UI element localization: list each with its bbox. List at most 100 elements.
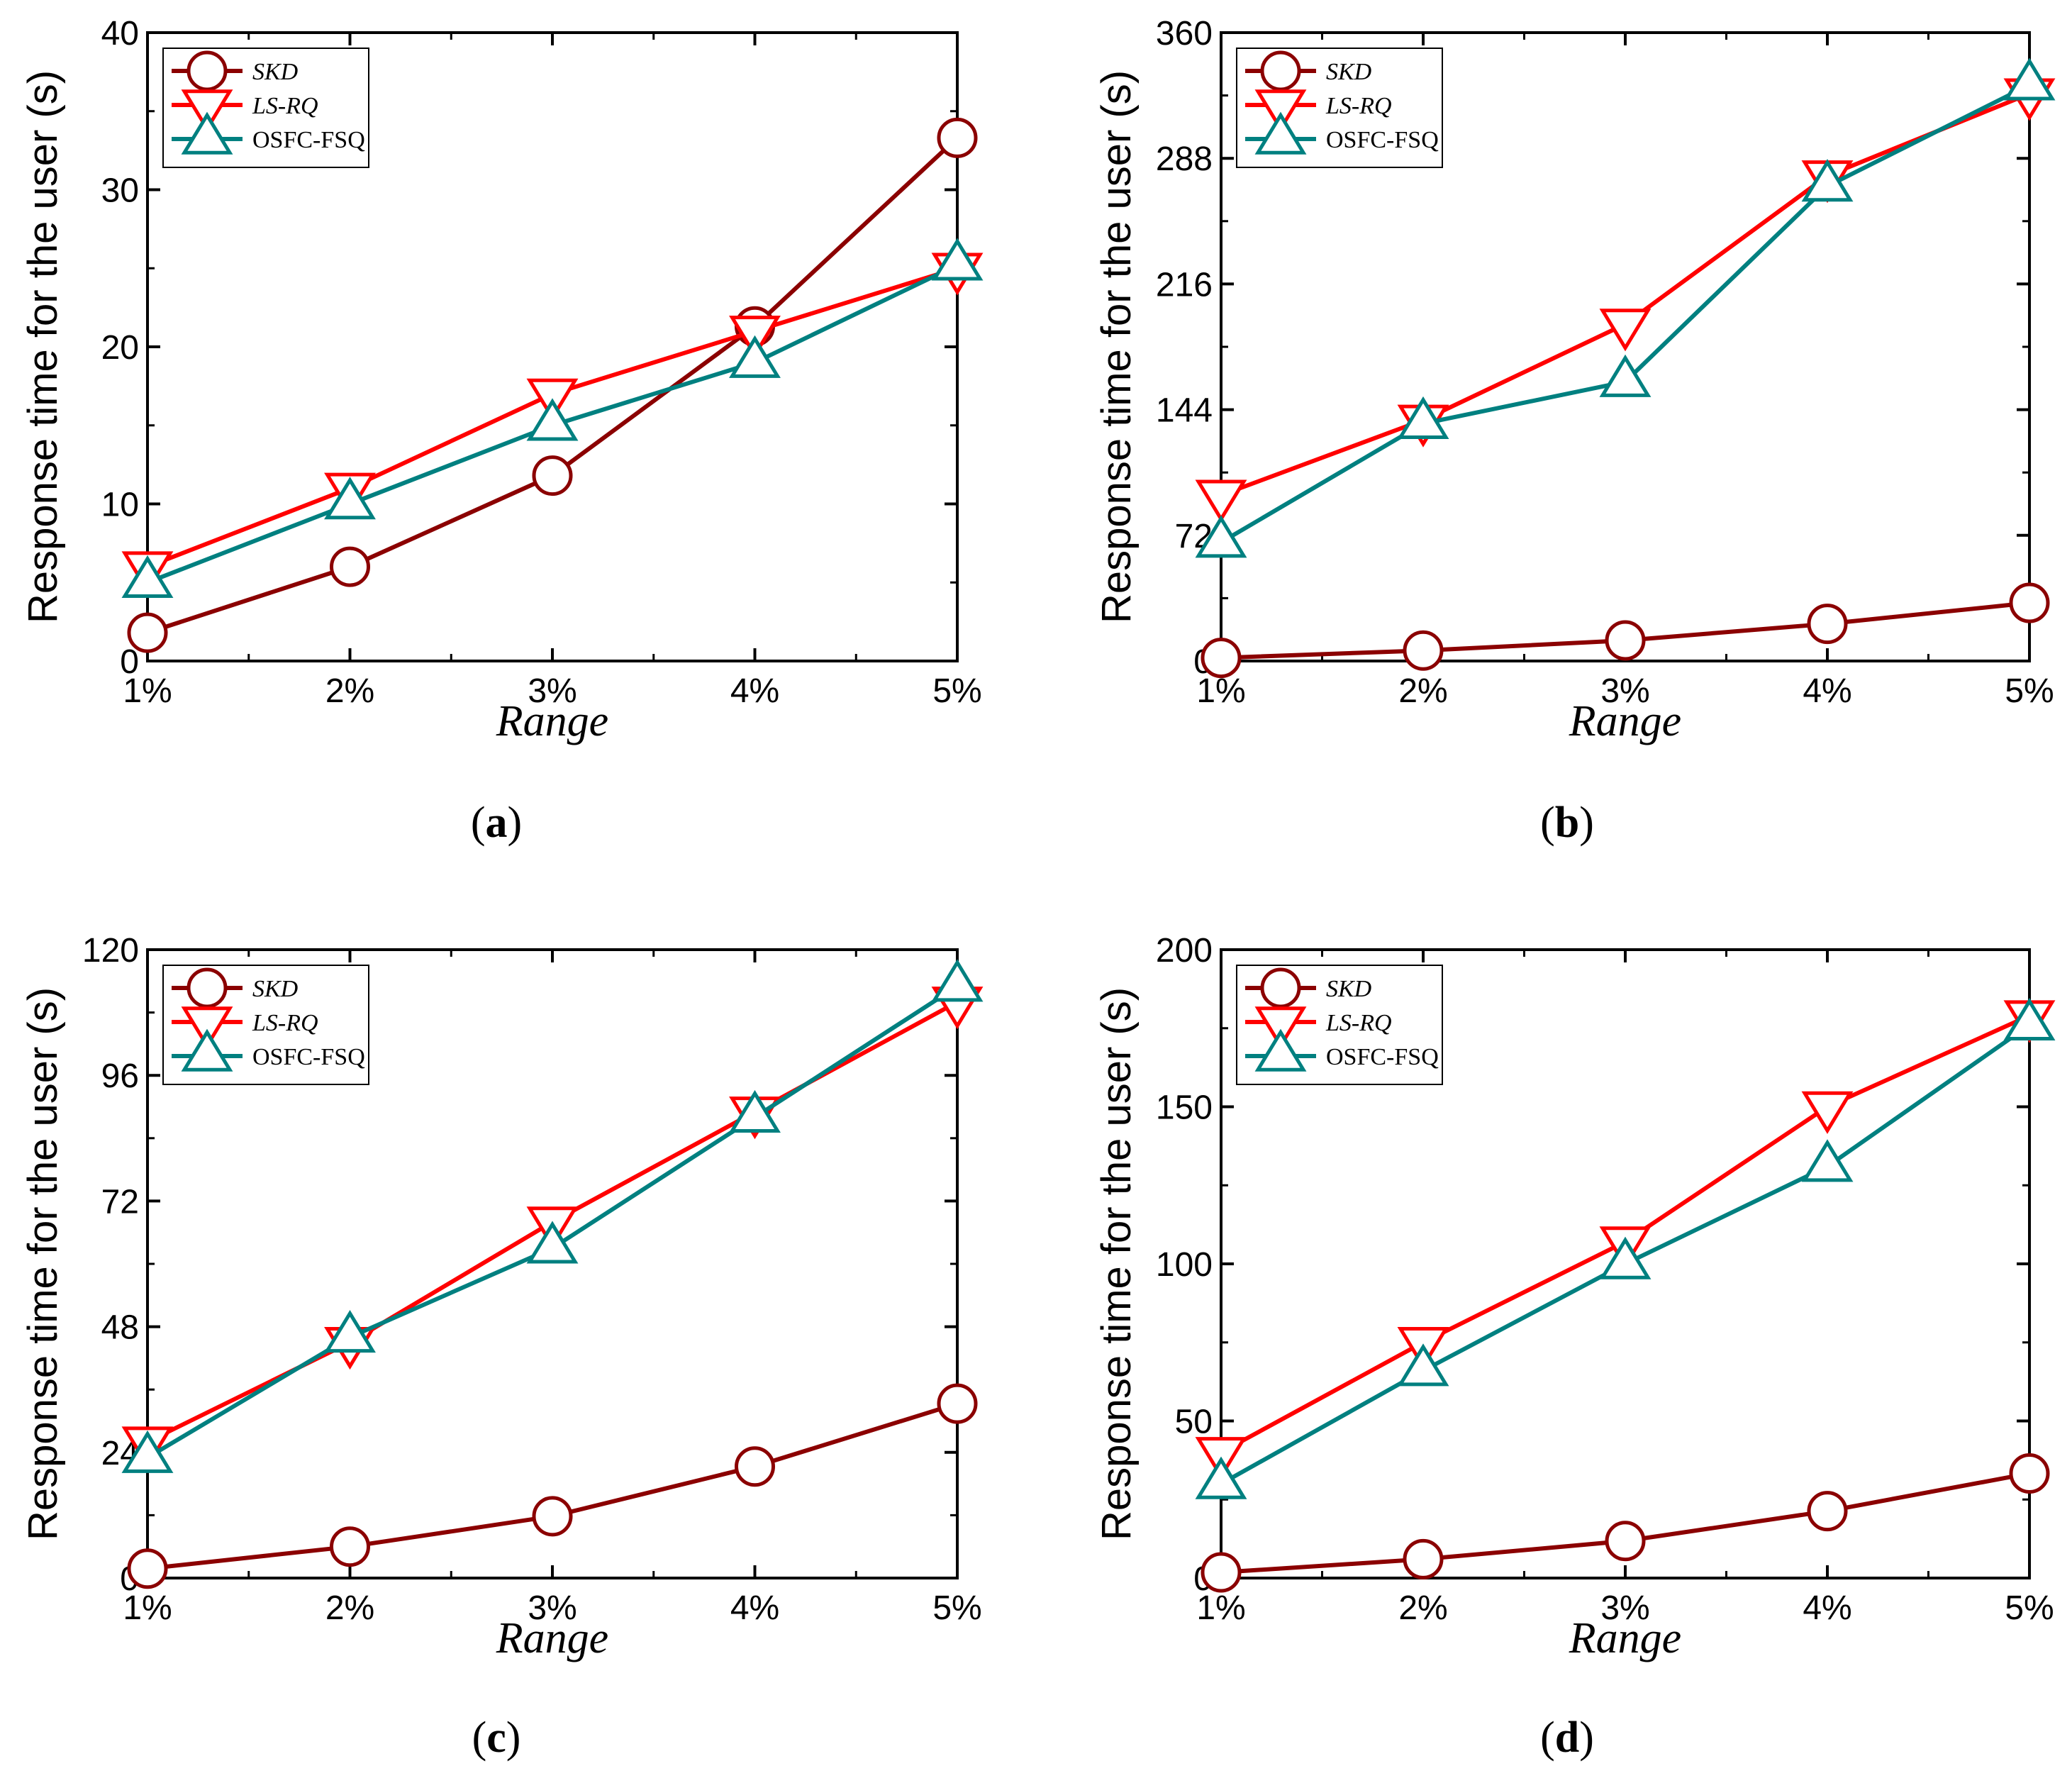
x-tick-label: 3% — [528, 1589, 577, 1627]
x-tick-label: 4% — [1803, 672, 1851, 710]
series-osfc-fsq — [121, 959, 984, 1473]
x-tick-label: 5% — [2005, 672, 2054, 710]
legend-label: OSFC-FSQ — [1326, 127, 1439, 153]
y-tick-label: 150 — [1156, 1089, 1213, 1127]
data-point — [1195, 515, 1247, 558]
caption-letter: c — [486, 1714, 506, 1762]
chart-panel-a: 0 10 20 30 40 1% 2% 3% 4% 5% Range Response time fo… — [20, 15, 984, 847]
legend-marker — [1260, 50, 1301, 91]
data-point — [1397, 396, 1449, 439]
x-tick-label: 2% — [325, 672, 374, 710]
legend-label: OSFC-FSQ — [252, 1044, 365, 1070]
caption-paren-close: ) — [508, 799, 523, 847]
panel-caption: (a) — [471, 799, 522, 847]
legend-marker — [181, 1028, 233, 1072]
data-point — [931, 238, 984, 281]
data-point — [1605, 620, 1646, 661]
x-axis-title: Range — [1569, 1614, 1681, 1662]
data-point — [729, 335, 781, 378]
data-point — [1195, 1456, 1247, 1499]
data-point — [1807, 604, 1848, 645]
x-tick-label: 4% — [730, 1589, 779, 1627]
legend-label: LS-RQ — [1325, 93, 1392, 119]
data-point — [2009, 1453, 2050, 1494]
y-tick-label: 10 — [101, 487, 139, 524]
x-axis-title: Range — [496, 1614, 608, 1662]
series-skd — [127, 117, 978, 653]
data-point — [931, 959, 984, 1002]
data-point — [1201, 638, 1242, 679]
data-point — [2003, 57, 2056, 101]
y-tick-label: 50 — [1175, 1404, 1213, 1441]
x-tick-label: 1% — [1196, 1589, 1245, 1627]
data-point — [121, 1430, 174, 1473]
x-tick-label: 1% — [1196, 672, 1245, 710]
caption-paren-close: ) — [1579, 1714, 1594, 1762]
legend-label: OSFC-FSQ — [252, 127, 365, 153]
data-point — [532, 1496, 573, 1537]
data-point — [1201, 1552, 1242, 1593]
y-tick-label: 40 — [101, 15, 139, 52]
caption-paren-close: ) — [506, 1714, 521, 1762]
data-point — [532, 455, 573, 496]
data-point — [2009, 582, 2050, 623]
caption-paren-close: ) — [1579, 799, 1594, 847]
panel-caption: (c) — [472, 1714, 521, 1762]
series-skd — [127, 1383, 978, 1589]
data-point — [1599, 1236, 1652, 1279]
x-axis-title: Range — [1569, 697, 1681, 745]
x-tick-label: 5% — [932, 672, 981, 710]
legend-label: LS-RQ — [252, 1010, 318, 1036]
y-axis-title: Response time for the user (s) — [20, 987, 66, 1540]
y-axis-title: Response time for the user (s) — [1093, 70, 1140, 623]
caption-letter: b — [1555, 799, 1579, 847]
caption-paren-open: ( — [1540, 1714, 1555, 1762]
y-tick-label: 100 — [1156, 1246, 1213, 1284]
data-point — [1807, 1491, 1848, 1532]
data-point — [2003, 997, 2056, 1041]
legend-marker — [181, 111, 233, 155]
legend-marker — [1254, 1028, 1307, 1072]
series-osfc-fsq — [121, 238, 984, 598]
series-skd — [1201, 1453, 2050, 1593]
data-point — [121, 555, 174, 598]
legend-marker — [186, 967, 228, 1009]
y-tick-label: 360 — [1156, 15, 1213, 52]
data-point — [127, 612, 168, 653]
legend-label: SKD — [252, 976, 299, 1002]
data-point — [729, 1089, 781, 1133]
data-point — [1397, 1343, 1449, 1387]
x-tick-label: 3% — [1600, 1589, 1649, 1627]
legend-marker — [181, 1006, 233, 1050]
y-tick-label: 0 — [120, 643, 139, 681]
x-tick-label: 5% — [2005, 1589, 2054, 1627]
data-point — [1801, 1139, 1854, 1182]
panel-caption: (d) — [1540, 1714, 1594, 1762]
legend-marker — [181, 89, 233, 133]
series-line — [147, 1401, 958, 1571]
x-tick-label: 1% — [123, 1589, 172, 1627]
legend-marker — [1254, 111, 1307, 155]
legend-label: SKD — [1326, 59, 1372, 85]
legend: SKD LS-RQ OSFC-FSQ — [1236, 965, 1443, 1085]
x-tick-label: 5% — [932, 1589, 981, 1627]
y-tick-label: 72 — [101, 1183, 139, 1221]
y-tick-label: 200 — [1156, 932, 1213, 970]
x-axis-title: Range — [496, 697, 608, 745]
data-point — [127, 1548, 168, 1589]
x-tick-label: 4% — [1803, 1589, 1851, 1627]
data-point — [1801, 159, 1854, 202]
data-point — [735, 1446, 775, 1487]
legend-marker — [1254, 89, 1307, 133]
x-tick-label: 1% — [123, 672, 172, 710]
series-skd — [1201, 582, 2050, 679]
caption-paren-open: ( — [472, 1714, 487, 1762]
data-point — [330, 1526, 370, 1567]
y-tick-label: 288 — [1156, 140, 1213, 178]
legend-label: SKD — [1326, 976, 1372, 1002]
legend-marker — [1254, 1006, 1307, 1050]
data-point — [1605, 1521, 1646, 1562]
